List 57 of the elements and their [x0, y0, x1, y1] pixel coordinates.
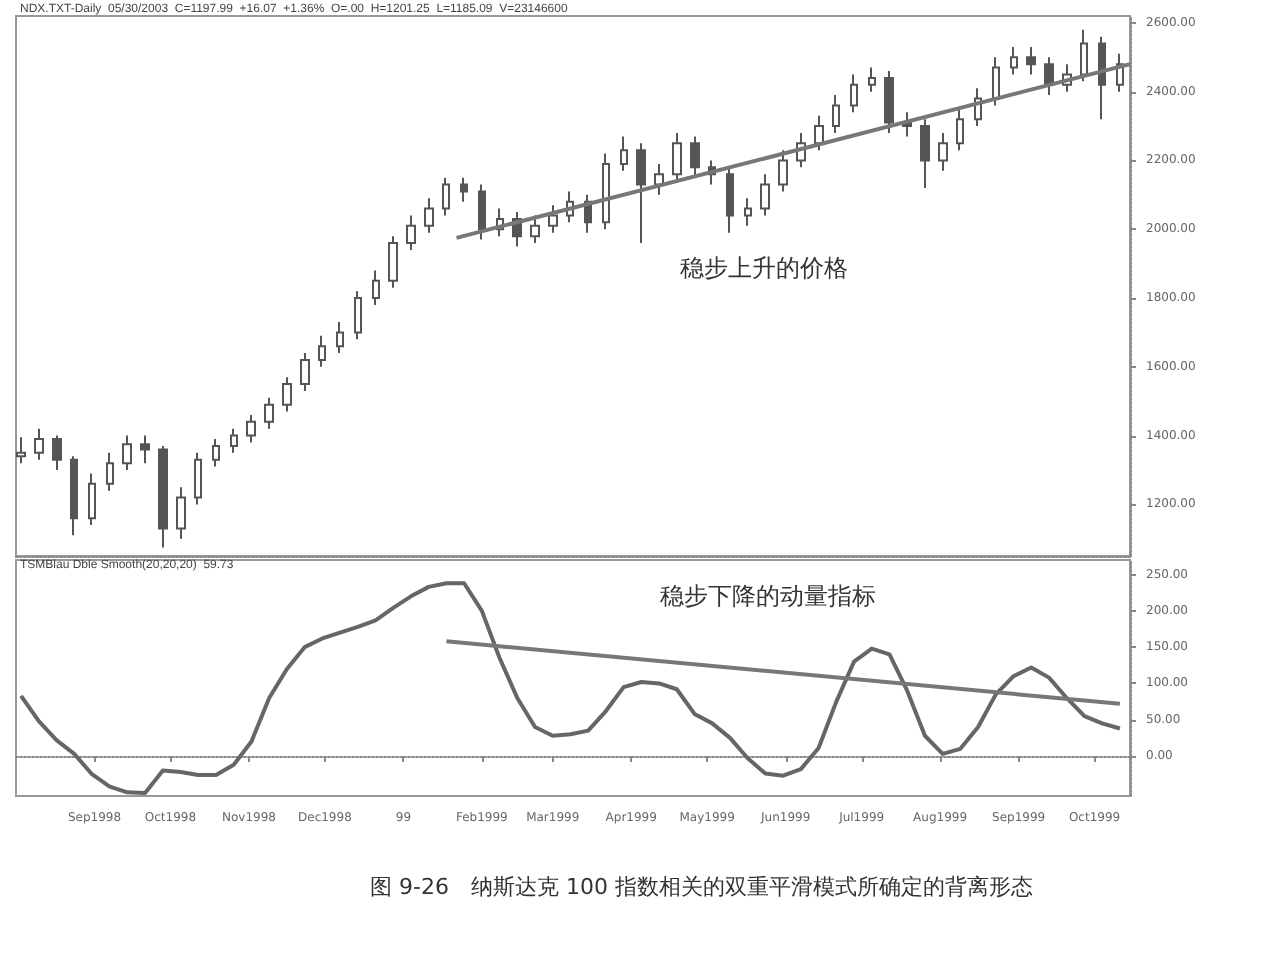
candlestick	[122, 434, 132, 472]
candlestick	[1080, 28, 1088, 83]
candlestick	[52, 434, 62, 472]
candlestick	[406, 214, 416, 251]
candlestick	[868, 66, 876, 93]
candlestick	[760, 173, 770, 217]
candlestick	[956, 107, 964, 152]
candlestick	[850, 73, 858, 114]
candlestick	[1010, 45, 1018, 76]
candlestick	[992, 56, 1000, 107]
annotation: 稳步上升的价格	[680, 254, 848, 282]
candlestick	[282, 376, 292, 413]
annotation: 稳步下降的动量指标	[660, 582, 876, 610]
candlestick	[690, 135, 700, 179]
candlestick	[636, 142, 646, 245]
candlestick	[478, 183, 486, 241]
candlestick	[106, 451, 114, 492]
candlestick	[884, 70, 894, 134]
candlestick	[230, 427, 238, 454]
candlestick	[814, 114, 824, 152]
candlestick	[158, 444, 168, 549]
candlestick	[920, 118, 930, 189]
candlestick	[1026, 45, 1036, 76]
candlestick	[620, 135, 628, 172]
candlestick	[372, 269, 380, 306]
candlestick	[388, 235, 398, 289]
candlestick	[246, 413, 256, 444]
candlestick	[212, 438, 220, 468]
candlestick	[88, 472, 96, 527]
candlestick	[194, 451, 202, 506]
candlestick	[1098, 35, 1106, 121]
candlestick	[318, 334, 326, 368]
candlestick	[672, 131, 682, 183]
candlestick	[70, 455, 78, 537]
candlestick	[424, 197, 434, 234]
candlestick	[832, 94, 840, 134]
candlestick	[442, 176, 450, 217]
caption: 图 9-26 纳斯达克 100 指数相关的双重平滑模式所确定的背离形态	[370, 874, 1033, 900]
candlestick	[354, 290, 362, 341]
candlestick	[654, 162, 664, 196]
candlestick	[264, 396, 274, 430]
candlestick	[176, 486, 186, 540]
line-series	[19, 581, 1122, 796]
candlestick	[548, 204, 558, 234]
candlestick	[300, 352, 310, 392]
candlestick	[1044, 56, 1054, 97]
candlestick	[34, 427, 44, 461]
candlestick	[336, 321, 344, 355]
candlestick	[938, 131, 948, 172]
candlestick	[744, 197, 752, 227]
candlestick	[778, 149, 788, 193]
candlestick	[16, 436, 26, 465]
candlestick	[602, 152, 610, 231]
candlestick	[460, 176, 468, 203]
candlestick	[140, 434, 150, 465]
candlestick	[530, 214, 540, 245]
candlestick	[726, 166, 734, 234]
